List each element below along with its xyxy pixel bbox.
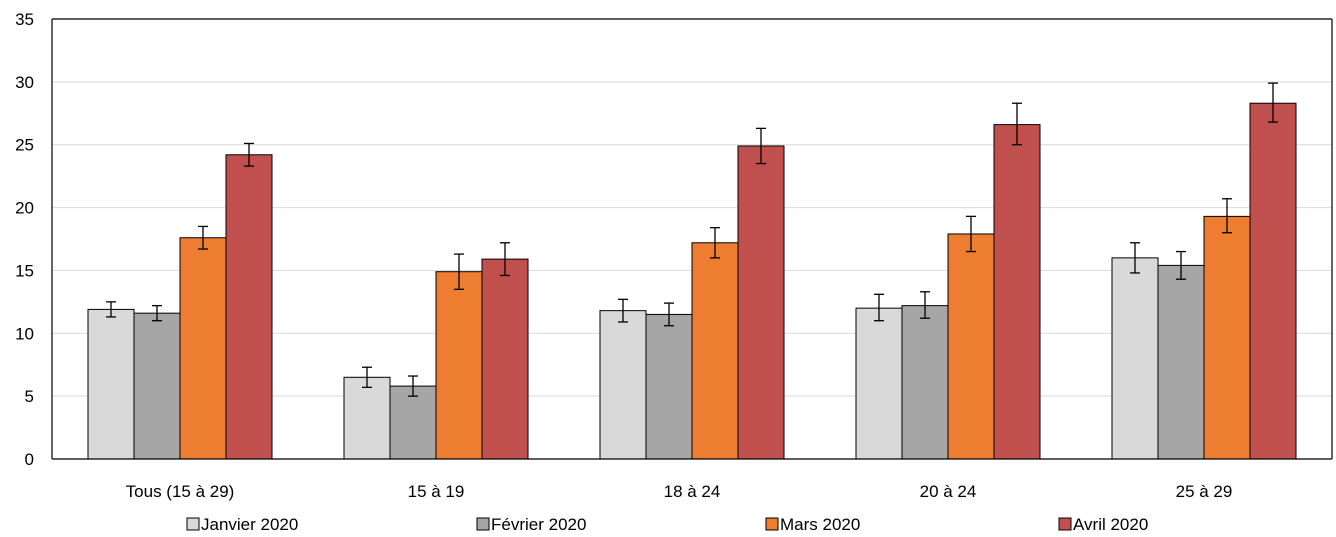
bar bbox=[1203, 215, 1251, 460]
error-bar bbox=[106, 301, 116, 318]
legend-item: Février 2020 bbox=[476, 515, 586, 534]
axes bbox=[51, 18, 1333, 460]
error-bar bbox=[664, 302, 674, 327]
y-tick-label: 10 bbox=[15, 324, 34, 343]
y-tick-label: 30 bbox=[15, 73, 34, 92]
error-bar bbox=[198, 225, 208, 250]
error-bar bbox=[618, 298, 628, 323]
bar bbox=[225, 154, 273, 460]
legend-label: Avril 2020 bbox=[1073, 515, 1148, 534]
error-bar bbox=[920, 291, 930, 319]
bars bbox=[87, 102, 1297, 460]
error-bar bbox=[1222, 198, 1232, 234]
bar bbox=[737, 145, 785, 460]
legend-item: Janvier 2020 bbox=[186, 515, 298, 534]
error-bar bbox=[244, 142, 254, 167]
legend-item: Avril 2020 bbox=[1058, 515, 1148, 534]
bar bbox=[1111, 257, 1159, 460]
error-bar bbox=[756, 127, 766, 165]
error-bar bbox=[408, 375, 418, 397]
bar bbox=[691, 242, 739, 460]
category-label: 18 à 24 bbox=[664, 482, 721, 501]
error-bar bbox=[362, 366, 372, 388]
bar bbox=[599, 310, 647, 460]
error-bar bbox=[1268, 82, 1278, 123]
category-label: 25 à 29 bbox=[1176, 482, 1233, 501]
bar bbox=[855, 307, 903, 460]
legend: Janvier 2020 Février 2020 Mars 2020 Avril 2… bbox=[186, 515, 1148, 534]
y-axis-tick-labels: 0 5 10 15 20 25 30 35 bbox=[15, 10, 34, 469]
legend-swatch bbox=[476, 517, 490, 531]
legend-item: Mars 2020 bbox=[765, 515, 860, 534]
legend-label: Janvier 2020 bbox=[201, 515, 298, 534]
error-bar bbox=[500, 242, 510, 277]
bar bbox=[87, 308, 135, 460]
category-labels: Tous (15 à 29) 15 à 19 18 à 24 20 à 24 25 à … bbox=[126, 482, 1233, 501]
legend-label: Février 2020 bbox=[491, 515, 586, 534]
y-tick-label: 20 bbox=[15, 199, 34, 218]
bar bbox=[133, 312, 181, 460]
bar bbox=[481, 258, 529, 460]
bar bbox=[993, 124, 1041, 460]
bar bbox=[1249, 102, 1297, 460]
error-bar bbox=[1176, 250, 1186, 280]
legend-swatch bbox=[1058, 517, 1072, 531]
bar bbox=[343, 376, 391, 460]
y-tick-label: 5 bbox=[25, 387, 34, 406]
error-bar bbox=[966, 215, 976, 253]
y-tick-label: 25 bbox=[15, 136, 34, 155]
bar bbox=[901, 305, 949, 460]
category-label: Tous (15 à 29) bbox=[126, 482, 235, 501]
error-bar bbox=[454, 253, 464, 290]
bar bbox=[947, 233, 995, 460]
y-tick-label: 35 bbox=[15, 10, 34, 29]
error-bar bbox=[1130, 242, 1140, 274]
error-bar bbox=[874, 293, 884, 322]
bar bbox=[1157, 264, 1205, 460]
bar bbox=[389, 385, 437, 460]
y-tick-label: 15 bbox=[15, 261, 34, 280]
legend-swatch bbox=[765, 517, 779, 531]
bar bbox=[645, 313, 693, 460]
legend-label: Mars 2020 bbox=[780, 515, 860, 534]
error-bar bbox=[152, 304, 162, 322]
bar bbox=[435, 271, 483, 460]
category-label: 15 à 19 bbox=[408, 482, 465, 501]
bar bbox=[179, 237, 227, 460]
legend-swatch bbox=[186, 517, 200, 531]
category-label: 20 à 24 bbox=[920, 482, 977, 501]
error-bars bbox=[106, 82, 1278, 397]
error-bar bbox=[1012, 102, 1022, 146]
error-bar bbox=[710, 227, 720, 259]
y-tick-label: 0 bbox=[25, 450, 34, 469]
